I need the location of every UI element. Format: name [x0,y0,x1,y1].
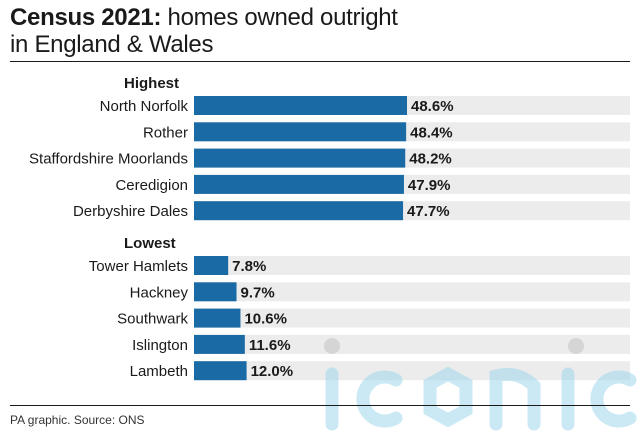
data-label: 48.4% [410,124,453,141]
chart-title: Census 2021: homes owned outright in Eng… [10,4,630,58]
bar-track [194,256,630,275]
top-divider [10,61,630,62]
group-label: Lowest [124,235,176,252]
bottom-divider [10,405,630,406]
category-label: Staffordshire Moorlands [29,151,188,168]
bar [194,96,407,115]
category-label: Rother [143,124,188,141]
title-bold: Census 2021: [10,4,162,31]
data-label: 11.6% [249,337,291,354]
group-label: Highest [124,75,179,92]
bar-track [194,308,630,328]
iconic-watermark: iconic [324,338,637,431]
bar-track [194,334,630,354]
title-rest: homes owned outright [161,4,398,31]
data-label: 10.6% [244,311,287,328]
category-label: Southwark [117,311,188,328]
bar [194,148,406,168]
data-label: 47.9% [408,177,451,194]
bar [194,256,229,275]
data-label: 48.6% [411,98,454,115]
data-label: 12.0% [251,363,294,380]
bar [194,201,404,221]
data-label: 9.7% [241,284,275,301]
category-label: Derbyshire Dales [73,203,188,220]
bar-track [194,282,630,302]
data-label: 48.2% [409,151,452,168]
data-label: 47.7% [407,203,450,220]
category-label: Lambeth [130,363,188,380]
bar [194,174,404,194]
category-label: Tower Hamlets [89,258,188,275]
bar-chart: Highest North Norfolk 48.6% Rother 48.4% Staf… [29,75,630,381]
bar [194,361,247,381]
source-note: PA graphic. Source: ONS [10,413,145,427]
title-line-2: in England & Wales [10,31,214,58]
bar [194,122,407,142]
category-label: Ceredigion [115,177,188,194]
bar [194,334,245,354]
data-label: 7.8% [232,258,266,275]
category-label: North Norfolk [100,98,189,115]
bar [194,282,237,302]
category-label: Islington [132,337,188,354]
bar [194,308,241,328]
category-label: Hackney [130,284,189,301]
